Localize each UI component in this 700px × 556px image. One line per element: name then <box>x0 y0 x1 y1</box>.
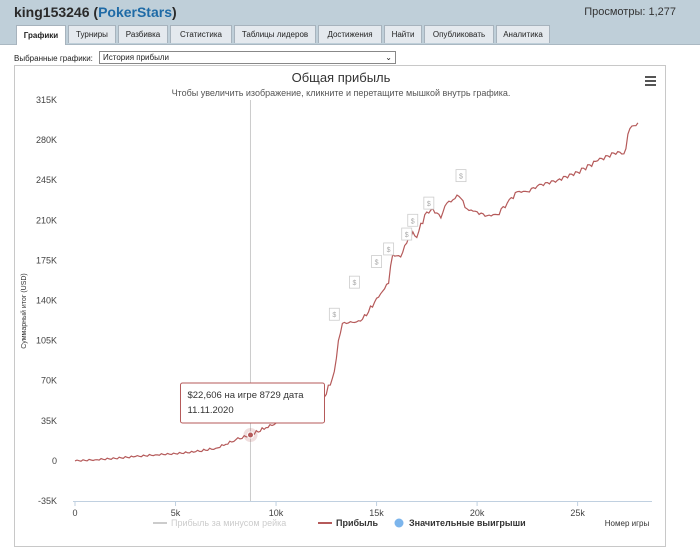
y-tick-label: 70K <box>41 376 57 386</box>
site-link[interactable]: PokerStars <box>98 4 172 20</box>
views-counter: Просмотры: 1,277 <box>584 6 676 18</box>
legend-big-wins-label[interactable]: Значительные выигрыши <box>409 518 526 528</box>
big-win-flag-label: $ <box>387 247 391 254</box>
y-axis: -35K 0 35K 70K 105K 140K 175K 210K 245K 280K 315K <box>36 95 57 506</box>
big-win-flag[interactable] <box>383 242 395 256</box>
big-win-flag[interactable] <box>455 169 467 183</box>
chart-title: Общая прибыль <box>292 70 391 85</box>
y-tick-label: 210K <box>36 215 57 225</box>
big-win-flag[interactable] <box>371 255 382 268</box>
big-win-flag-label: $ <box>459 174 463 181</box>
chart-panel: Общая прибыль Чтобы увеличить изображени… <box>14 65 666 547</box>
hover-point <box>246 431 254 439</box>
y-tick-label: 105K <box>36 336 57 346</box>
x-tick-label: 25k <box>570 508 585 518</box>
tab-find[interactable]: Найти <box>384 25 422 43</box>
y-tick-label: 140K <box>36 296 57 306</box>
header-bar: king153246 (PokerStars) Просмотры: 1,277… <box>0 0 700 45</box>
tab-leaderboards[interactable]: Таблицы лидеров <box>234 25 316 43</box>
tooltip-line-2: 11.11.2020 <box>187 405 233 416</box>
big-win-flag-label: $ <box>332 312 336 319</box>
y-tick-label: 0 <box>52 456 57 466</box>
big-win-flag-label: $ <box>375 260 379 267</box>
x-tick-label: 20k <box>470 508 485 518</box>
x-tick-label: 0 <box>72 508 77 518</box>
x-axis-title: Номер игры <box>605 519 650 528</box>
tab-graphs[interactable]: Графики <box>16 25 66 45</box>
tooltip-line-1: $22,606 на игре 8729 дата <box>187 390 304 401</box>
big-win-flag-label: $ <box>411 218 415 225</box>
tab-breakdown[interactable]: Разбивка <box>118 25 168 43</box>
big-wins-flags: $$$$$$$$ <box>328 169 467 321</box>
big-win-flag-label: $ <box>352 280 356 287</box>
chart-selector[interactable]: История прибыли ⌄ <box>99 51 396 64</box>
username: king153246 <box>14 4 90 20</box>
y-tick-label: -35K <box>38 496 57 506</box>
big-win-flag[interactable] <box>407 213 419 227</box>
legend-big-wins-swatch <box>394 518 404 528</box>
legend: Прибыль за минусом рейка Прибыль Значите… <box>153 518 526 528</box>
x-tick-label: 5k <box>171 508 181 518</box>
big-win-flag[interactable] <box>349 275 360 289</box>
y-tick-label: 315K <box>36 95 57 105</box>
profit-line[interactable] <box>74 122 639 462</box>
profit-chart[interactable]: Общая прибыль Чтобы увеличить изображени… <box>15 66 665 546</box>
chart-selector-label: Выбранные графики: <box>14 54 93 63</box>
x-tick-label: 10k <box>269 508 284 518</box>
y-tick-label: 280K <box>36 135 57 145</box>
big-win-flag[interactable] <box>401 227 413 241</box>
tooltip-box <box>179 382 325 424</box>
chevron-down-icon: ⌄ <box>385 53 392 62</box>
x-tick-label: 15k <box>369 508 384 518</box>
hover-marker <box>243 427 258 442</box>
y-axis-title: Суммарный итог (USD) <box>20 273 28 349</box>
big-win-flag[interactable] <box>328 307 340 321</box>
chart-selector-value: История прибыли <box>103 53 169 62</box>
tooltip: $22,606 на игре 8729 дата 11.11.2020 <box>179 382 325 424</box>
tab-publish[interactable]: Опубликовать <box>424 25 494 43</box>
y-tick-label: 35K <box>41 416 57 426</box>
big-win-flag-label: $ <box>427 201 431 208</box>
big-win-flag-label: $ <box>405 232 409 239</box>
x-axis: 0 5k 10k 15k 20k 25k <box>72 501 585 518</box>
tab-tournaments[interactable]: Турниры <box>68 25 116 43</box>
y-tick-label: 175K <box>36 255 57 265</box>
tab-statistics[interactable]: Статистика <box>170 25 232 43</box>
page-title: king153246 (PokerStars) <box>14 4 177 20</box>
tab-analytics[interactable]: Аналитика <box>496 25 550 43</box>
big-win-flag[interactable] <box>423 196 435 210</box>
tab-achievements[interactable]: Достижения <box>318 25 382 43</box>
legend-profit-label[interactable]: Прибыль <box>336 518 378 528</box>
menu-icon[interactable] <box>645 76 656 86</box>
series-group <box>74 122 639 462</box>
legend-rake-label[interactable]: Прибыль за минусом рейка <box>171 518 286 528</box>
y-tick-label: 245K <box>36 175 57 185</box>
chart-subtitle: Чтобы увеличить изображение, кликните и … <box>172 88 511 98</box>
